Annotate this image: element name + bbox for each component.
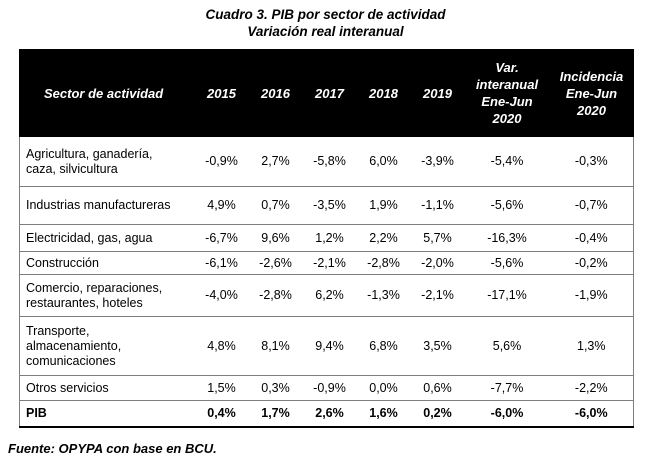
col-header-2016: 2016 — [248, 49, 303, 137]
value-cell: 8,1% — [248, 316, 303, 376]
value-cell: -2,1% — [302, 251, 357, 275]
var-header-line2: interanual — [475, 77, 539, 92]
var-header-line3: Ene-Jun — [481, 94, 533, 109]
sector-line: comunicaciones — [26, 353, 116, 368]
value-cell: 4,8% — [194, 316, 249, 376]
table-row-pib: PIB 0,4% 1,7% 2,6% 1,6% 0,2% -6,0% -6,0% — [19, 400, 634, 428]
value-cell: 1,2% — [302, 224, 357, 252]
table-row-construccion: Construcción -6,1% -2,6% -2,1% -2,8% -2,… — [19, 251, 634, 275]
value-cell: 2,6% — [302, 400, 357, 428]
sector-cell: Construcción — [19, 251, 195, 275]
sector-line: caza, silvicultura — [26, 161, 118, 176]
value-cell: 6,8% — [356, 316, 411, 376]
value-cell: -2,0% — [410, 251, 465, 275]
value-cell: -4,0% — [194, 274, 249, 317]
col-header-2015: 2015 — [194, 49, 249, 137]
table-row-comercio: Comercio, reparaciones, restaurantes, ho… — [19, 274, 634, 317]
value-cell: -1,9% — [549, 274, 634, 317]
value-cell: -2,6% — [248, 251, 303, 275]
value-cell: 0,4% — [194, 400, 249, 428]
value-cell: -0,7% — [549, 186, 634, 225]
value-cell: 0,0% — [356, 375, 411, 401]
header-row: Sector de actividad 2015 2016 2017 2018 … — [19, 49, 634, 137]
pib-sector-table: Sector de actividad 2015 2016 2017 2018 … — [19, 49, 634, 428]
sector-line: Agricultura, ganadería, — [26, 146, 153, 161]
value-cell: -6,1% — [194, 251, 249, 275]
table-row-otros-servicios: Otros servicios 1,5% 0,3% -0,9% 0,0% 0,6… — [19, 375, 634, 401]
table-subtitle: Variación real interanual — [247, 24, 404, 39]
sector-cell: Comercio, reparaciones, restaurantes, ho… — [19, 274, 195, 317]
value-cell: -5,6% — [464, 186, 550, 225]
value-cell: 0,7% — [248, 186, 303, 225]
value-cell: 0,3% — [248, 375, 303, 401]
col-header-2018: 2018 — [356, 49, 411, 137]
value-cell: -3,5% — [302, 186, 357, 225]
value-cell: 2,7% — [248, 136, 303, 187]
value-cell: 0,2% — [410, 400, 465, 428]
col-header-2019: 2019 — [410, 49, 465, 137]
sector-cell: PIB — [19, 400, 195, 428]
table-row-agricultura: Agricultura, ganadería, caza, silvicultu… — [19, 136, 634, 187]
var-header-line1: Var. — [495, 60, 519, 75]
inc-header-line1: Incidencia — [559, 68, 624, 84]
value-cell: 1,9% — [356, 186, 411, 225]
table-row-electricidad: Electricidad, gas, agua -6,7% 9,6% 1,2% … — [19, 224, 634, 252]
value-cell: 1,7% — [248, 400, 303, 428]
value-cell: 1,5% — [194, 375, 249, 401]
col-header-incidencia: Incidencia Ene-Jun 2020 — [549, 49, 634, 137]
value-cell: -1,3% — [356, 274, 411, 317]
value-cell: 3,5% — [410, 316, 465, 376]
value-cell: 6,2% — [302, 274, 357, 317]
value-cell: -6,7% — [194, 224, 249, 252]
value-cell: -0,9% — [302, 375, 357, 401]
value-cell: -5,8% — [302, 136, 357, 187]
value-cell: -2,2% — [549, 375, 634, 401]
sector-line: almacenamiento, — [26, 338, 122, 353]
value-cell: 1,6% — [356, 400, 411, 428]
value-cell: -6,0% — [549, 400, 634, 428]
sector-cell: Otros servicios — [19, 375, 195, 401]
col-header-2017: 2017 — [302, 49, 357, 137]
table-row-transporte: Transporte, almacenamiento, comunicacion… — [19, 316, 634, 376]
value-cell: -0,4% — [549, 224, 634, 252]
value-cell: 5,7% — [410, 224, 465, 252]
value-cell: 0,6% — [410, 375, 465, 401]
value-cell: -0,9% — [194, 136, 249, 187]
sector-line: restaurantes, hoteles — [26, 295, 143, 310]
sector-line: Comercio, reparaciones, — [26, 280, 163, 295]
value-cell: -5,6% — [464, 251, 550, 275]
source-note: Fuente: OPYPA con base en BCU. — [8, 441, 217, 456]
value-cell: 9,6% — [248, 224, 303, 252]
value-cell: -2,8% — [248, 274, 303, 317]
inc-header-line3: 2020 — [577, 102, 606, 118]
value-cell: -0,3% — [549, 136, 634, 187]
value-cell: 5,6% — [464, 316, 550, 376]
sector-cell: Industrias manufactureras — [19, 186, 195, 225]
col-header-sector: Sector de actividad — [19, 49, 195, 137]
value-cell: -17,1% — [464, 274, 550, 317]
value-cell: 2,2% — [356, 224, 411, 252]
value-cell: -7,7% — [464, 375, 550, 401]
col-header-var-interanual: Var. interanual Ene-Jun 2020 — [464, 49, 550, 137]
value-cell: -5,4% — [464, 136, 550, 187]
value-cell: 9,4% — [302, 316, 357, 376]
value-cell: -1,1% — [410, 186, 465, 225]
table-row-industrias: Industrias manufactureras 4,9% 0,7% -3,5… — [19, 186, 634, 225]
value-cell: -0,2% — [549, 251, 634, 275]
var-header-line4: 2020 — [492, 111, 522, 126]
table-title: Cuadro 3. PIB por sector de actividad — [205, 7, 446, 22]
value-cell: 6,0% — [356, 136, 411, 187]
value-cell: 1,3% — [549, 316, 634, 376]
sector-cell: Electricidad, gas, agua — [19, 224, 195, 252]
value-cell: -2,8% — [356, 251, 411, 275]
value-cell: -3,9% — [410, 136, 465, 187]
sector-cell: Transporte, almacenamiento, comunicacion… — [19, 316, 195, 376]
value-cell: -16,3% — [464, 224, 550, 252]
sector-cell: Agricultura, ganadería, caza, silvicultu… — [19, 136, 195, 187]
value-cell: -6,0% — [464, 400, 550, 428]
inc-header-line2: Ene-Jun — [565, 85, 618, 101]
value-cell: -2,1% — [410, 274, 465, 317]
sector-line: Transporte, — [26, 323, 90, 338]
value-cell: 4,9% — [194, 186, 249, 225]
